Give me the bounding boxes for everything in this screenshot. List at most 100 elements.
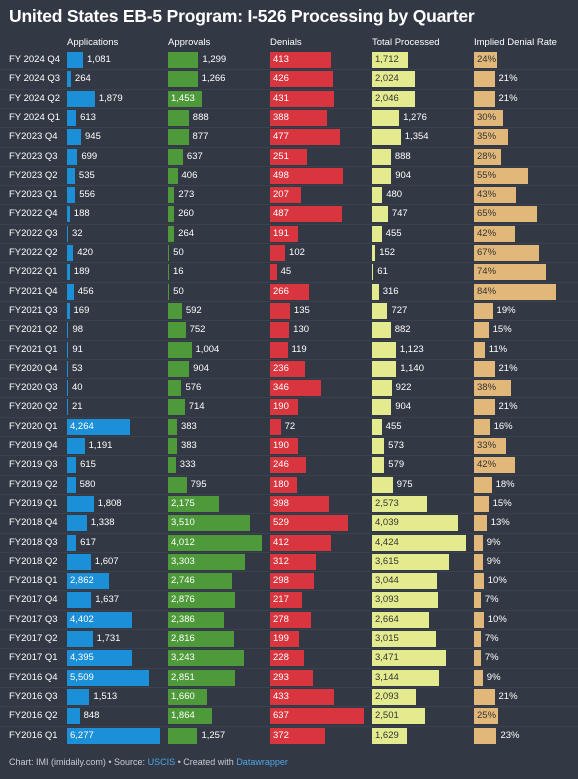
denial-rate-value-label: 18% [495, 478, 515, 490]
applications-bar [67, 515, 87, 532]
approvals-value-label: 576 [185, 382, 202, 394]
total-processed-value-label: 2,024 [375, 73, 399, 85]
applications-bar [67, 167, 75, 184]
denials-bar [270, 438, 299, 454]
denials-bar [270, 688, 334, 705]
row-label: FY2019 Q4 [9, 440, 58, 451]
total-processed-bar [372, 283, 379, 300]
total-processed-value-label: 3,471 [375, 652, 399, 664]
total-processed-bar [372, 708, 426, 725]
approvals-bar [168, 688, 207, 705]
approvals-bar [168, 187, 175, 204]
denial-rate-bar [474, 71, 495, 88]
total-processed-value-label: 152 [379, 247, 396, 258]
denial-rate-value-label: 84% [477, 285, 497, 297]
column-header-denial-rate: Implied Denial Rate [474, 37, 557, 48]
total-processed-value-label: 727 [391, 304, 408, 316]
footer-source-link[interactable]: USCIS [147, 757, 176, 767]
row-divider [0, 262, 578, 264]
denial-rate-bar [474, 109, 504, 126]
denial-rate-value-label: 35% [477, 131, 497, 143]
approvals-bar [168, 52, 199, 68]
applications-value-label: 6,277 [70, 729, 94, 741]
denials-value-label: 426 [273, 73, 289, 85]
denials-bar [270, 264, 277, 281]
denials-value-label: 298 [273, 575, 289, 587]
applications-bar [67, 727, 160, 744]
row-label: FY2018 Q4 [9, 517, 58, 529]
denials-bar [270, 727, 325, 744]
applications-value-label: 613 [80, 111, 96, 123]
denials-value-label: 346 [273, 382, 289, 394]
total-processed-value-label: 2,664 [375, 613, 399, 625]
approvals-bar [168, 650, 244, 667]
approvals-value-label: 592 [185, 304, 202, 316]
total-processed-bar [372, 167, 392, 184]
row-divider [0, 571, 578, 573]
total-processed-bar [372, 553, 449, 570]
applications-bar [67, 360, 68, 377]
denial-rate-value-label: 7% [484, 633, 499, 644]
total-processed-value-label: 480 [386, 189, 403, 201]
approvals-bar [168, 438, 177, 454]
total-processed-bar [372, 245, 376, 261]
denials-bar [270, 534, 331, 551]
row-label: FY2021 Q1 [9, 343, 58, 355]
approvals-bar [168, 573, 233, 590]
denial-rate-bar [474, 283, 556, 300]
approvals-bar [168, 631, 234, 647]
row-divider [0, 532, 578, 534]
denials-value-label: 266 [273, 285, 289, 297]
row-divider [0, 474, 578, 476]
total-processed-value-label: 3,044 [375, 575, 399, 587]
denials-value-label: 431 [273, 92, 289, 104]
applications-value-label: 1,191 [88, 440, 113, 451]
denial-rate-bar [474, 399, 495, 416]
denial-rate-value-label: 16% [493, 420, 513, 432]
column-header-approvals: Approvals [168, 37, 211, 48]
denials-value-label: 637 [273, 710, 289, 722]
row-divider [0, 378, 578, 380]
denials-value-label: 498 [273, 169, 289, 181]
total-processed-bar [372, 380, 392, 397]
denial-rate-value-label: 67% [477, 247, 497, 258]
applications-bar [67, 187, 76, 204]
row-label: FY2017 Q2 [9, 633, 58, 644]
applications-bar [67, 553, 91, 570]
total-processed-bar [372, 399, 392, 416]
row-divider [0, 667, 578, 669]
applications-value-label: 21 [72, 401, 83, 413]
approvals-bar [168, 457, 176, 474]
total-processed-bar [372, 187, 383, 204]
denial-rate-value-label: 11% [488, 343, 508, 355]
approvals-value-label: 2,175 [171, 497, 195, 509]
approvals-bar [168, 129, 189, 146]
applications-bar [67, 669, 149, 686]
total-processed-value-label: 3,015 [375, 633, 399, 644]
total-processed-value-label: 2,093 [375, 690, 399, 702]
denials-value-label: 130 [293, 324, 310, 336]
approvals-value-label: 877 [192, 131, 209, 143]
applications-bar [67, 399, 68, 416]
footer-datawrapper-link[interactable]: Datawrapper [236, 757, 288, 767]
approvals-bar [168, 418, 177, 435]
row-divider [0, 629, 578, 630]
denials-value-label: 180 [273, 478, 289, 490]
approvals-bar [168, 71, 198, 88]
denial-rate-value-label: 65% [477, 208, 497, 220]
denials-value-label: 190 [273, 440, 289, 451]
approvals-bar [168, 380, 182, 397]
total-processed-bar [372, 457, 385, 474]
denials-bar [270, 302, 290, 319]
applications-value-label: 1,607 [94, 555, 119, 567]
row-label: FY2016 Q1 [9, 729, 58, 741]
total-processed-bar [372, 129, 401, 146]
denial-rate-value-label: 13% [490, 517, 510, 529]
denials-bar [270, 90, 334, 107]
denials-bar [270, 341, 288, 358]
denial-rate-value-label: 21% [498, 73, 518, 85]
applications-value-label: 420 [77, 247, 94, 258]
applications-value-label: 1,338 [90, 517, 115, 529]
approvals-bar [168, 90, 203, 107]
approvals-value-label: 3,303 [171, 555, 195, 567]
